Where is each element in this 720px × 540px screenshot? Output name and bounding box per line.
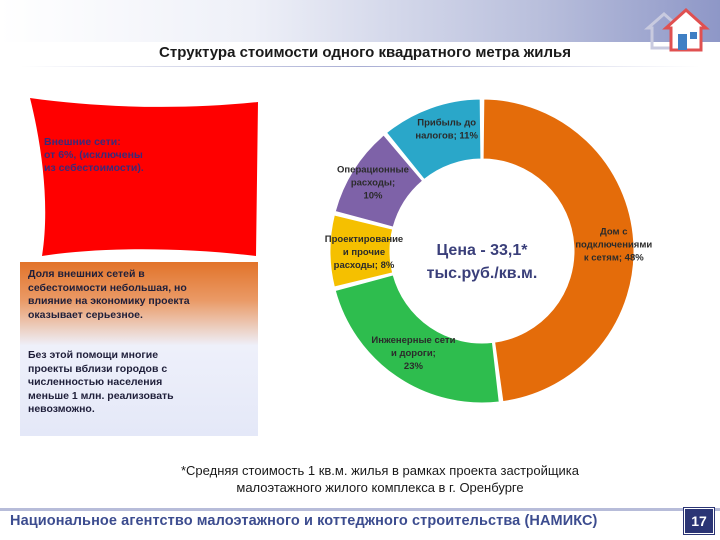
center-label-price: Цена - 33,1*: [437, 242, 529, 259]
info-box: [20, 262, 258, 436]
info-line: меньше 1 млн. реализовать: [28, 389, 174, 402]
cost-structure-donut-chart: Дом с подключениями к сетям; 48% Инженерные…: [325, 98, 652, 404]
header-band: [0, 0, 720, 42]
slice-label: Операционные расходы; 10%: [337, 165, 409, 202]
slice-label: Проектирование и прочие расходы; 8%: [325, 234, 403, 271]
slice-label: Инженерные сети и дороги; 23%: [371, 335, 455, 372]
slide-title: Структура стоимости одного квадратного м…: [159, 44, 571, 61]
footer-divider: [0, 508, 720, 511]
info-line: невозможно.: [28, 403, 95, 415]
info-line: Без этой помощи многие: [28, 349, 159, 361]
center-label-unit: тыс.руб./кв.м.: [427, 265, 538, 282]
external-networks-note: Внешние сети: от 6%, (исключены из себес…: [44, 136, 224, 175]
info-line: оказывает серьезное.: [28, 308, 143, 321]
info-line: Доля внешних сетей в: [28, 268, 145, 280]
slice-label: Прибыль до налогов; 11%: [415, 118, 478, 142]
slice-operational: [334, 134, 424, 228]
red-flag-shape: [30, 98, 258, 256]
footnote-line: малоэтажного жилого комплекса в г. Оренб…: [236, 480, 524, 495]
info-line: влияние на экономику проекта: [28, 295, 190, 307]
info-paragraph-1: Доля внешних сетей в себестоимости небол…: [28, 268, 254, 322]
red-note-line: от 6%, (исключены: [44, 149, 143, 161]
info-line: себестоимости небольшая, но: [28, 281, 187, 294]
footnote-line: *Средняя стоимость 1 кв.м. жилья в рамка…: [180, 463, 580, 478]
red-note-line: Внешние сети:: [44, 136, 121, 148]
title-divider: [20, 66, 700, 67]
slice-profit: [385, 98, 482, 181]
slice-house: [482, 98, 635, 403]
footnote: *Средняя стоимость 1 кв.м. жилья в рамка…: [120, 462, 640, 496]
slice-engineering: [334, 274, 500, 404]
red-note-line: из себестоимости).: [44, 162, 144, 174]
info-paragraph-2: Без этой помощи многие проекты вблизи го…: [28, 349, 254, 417]
info-line: численностью населения: [28, 376, 163, 388]
footer-organization: Национальное агентство малоэтажного и ко…: [10, 513, 598, 529]
house-logo-icon: [644, 7, 710, 52]
slice-label: Дом с подключениями к сетям; 48%: [575, 226, 652, 263]
slice-design: [329, 214, 394, 288]
page-number: 17: [684, 508, 714, 534]
info-line: проекты вблизи городов с: [28, 362, 168, 375]
